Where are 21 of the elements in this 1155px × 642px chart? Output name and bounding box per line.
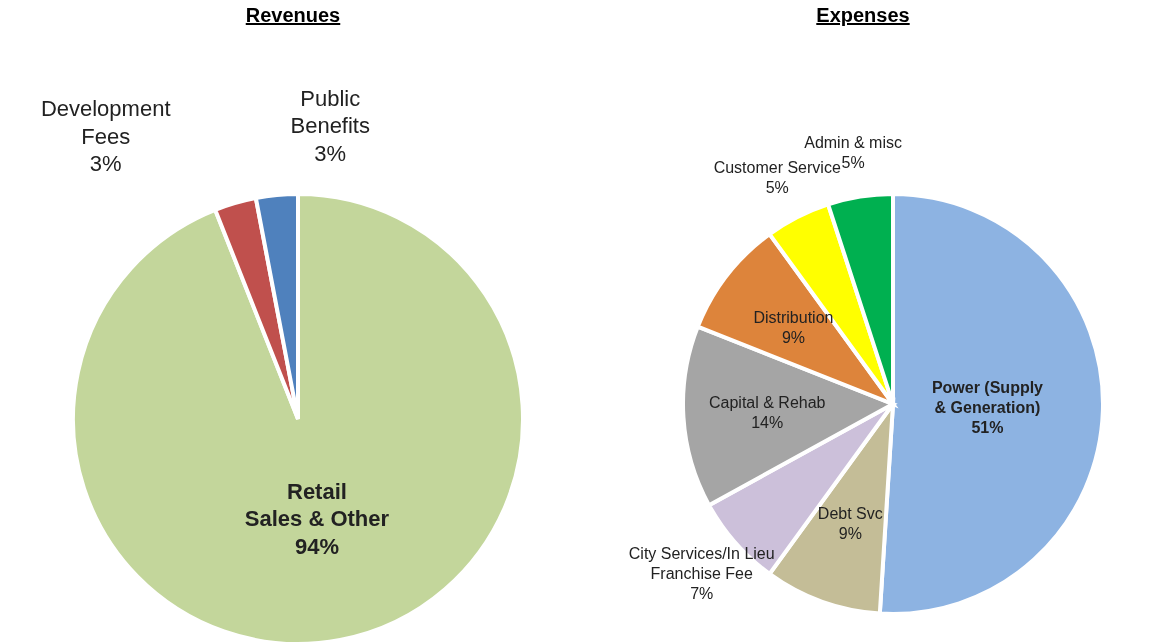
data-label: 94% <box>294 533 339 559</box>
data-label: 9% <box>838 524 862 542</box>
slice-label: Retail Sales & Other <box>244 478 390 531</box>
data-label: 3% <box>89 150 122 176</box>
chart-title: Revenues <box>244 3 342 26</box>
data-label: 9% <box>781 328 805 346</box>
slice-label: Development Fees <box>40 95 171 149</box>
data-label: 5% <box>765 178 789 196</box>
slice-label: Public Benefits <box>290 85 370 138</box>
data-label: 7% <box>690 584 714 602</box>
slice-label: Debt Svc <box>817 504 883 522</box>
slice-label: Power (Supply & Generation) <box>931 378 1044 416</box>
slice-label: Customer Service <box>713 158 841 176</box>
slice-label: City Services/In Lieu Franchise Fee <box>628 544 775 582</box>
data-label: 14% <box>751 413 784 431</box>
chart-title: Expenses <box>815 3 911 26</box>
data-label: 51% <box>971 418 1004 436</box>
data-label: 5% <box>841 153 865 171</box>
slice-label: Admin & misc <box>804 133 903 151</box>
data-label: 3% <box>314 140 347 166</box>
slice-label: Capital & Rehab <box>708 393 826 411</box>
